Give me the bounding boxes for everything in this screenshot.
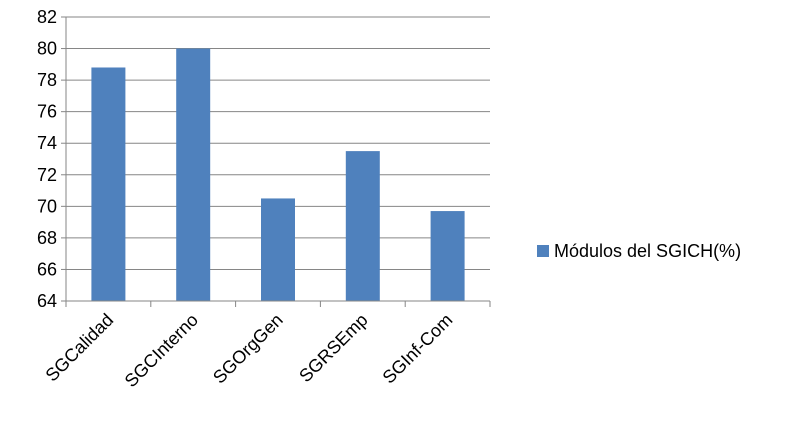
y-tick-label: 66 (37, 259, 57, 279)
bar-sgrsemp (345, 151, 380, 301)
y-tick-labels: 64 66 68 70 72 74 76 78 80 82 (37, 7, 57, 311)
legend: Módulos del SGICH(%) (537, 241, 741, 261)
x-tick-labels: SGCalidad SGCInterno SGOrgGen SGRSEmp SGInf-… (42, 310, 457, 391)
x-tick-label: SGCInterno (121, 310, 202, 391)
y-tick-label: 72 (37, 165, 57, 185)
y-tick-label: 70 (37, 196, 57, 216)
x-tick-label: SGOrgGen (209, 310, 287, 388)
y-tick-label: 82 (37, 7, 57, 27)
bars (91, 48, 465, 301)
x-tick-label: SGInf-Com (379, 310, 457, 388)
y-tick-label: 74 (37, 133, 57, 153)
y-tick-label: 76 (37, 102, 57, 122)
axes (61, 16, 491, 307)
y-tick-label: 78 (37, 70, 57, 90)
grid-lines (66, 16, 490, 270)
legend-label: Módulos del SGICH(%) (554, 241, 741, 261)
y-tick-label: 64 (37, 291, 57, 311)
bar-sgorggen (261, 198, 295, 301)
bar-sgcinterno (176, 48, 211, 301)
x-tick-label: SGCalidad (42, 310, 118, 386)
bar-sgcalidad (91, 67, 126, 301)
y-tick-label: 68 (37, 228, 57, 248)
legend-swatch (537, 245, 549, 257)
bar-sginf-com (430, 211, 465, 301)
x-tick-label: SGRSEmp (295, 310, 371, 386)
y-tick-label: 80 (37, 39, 57, 59)
